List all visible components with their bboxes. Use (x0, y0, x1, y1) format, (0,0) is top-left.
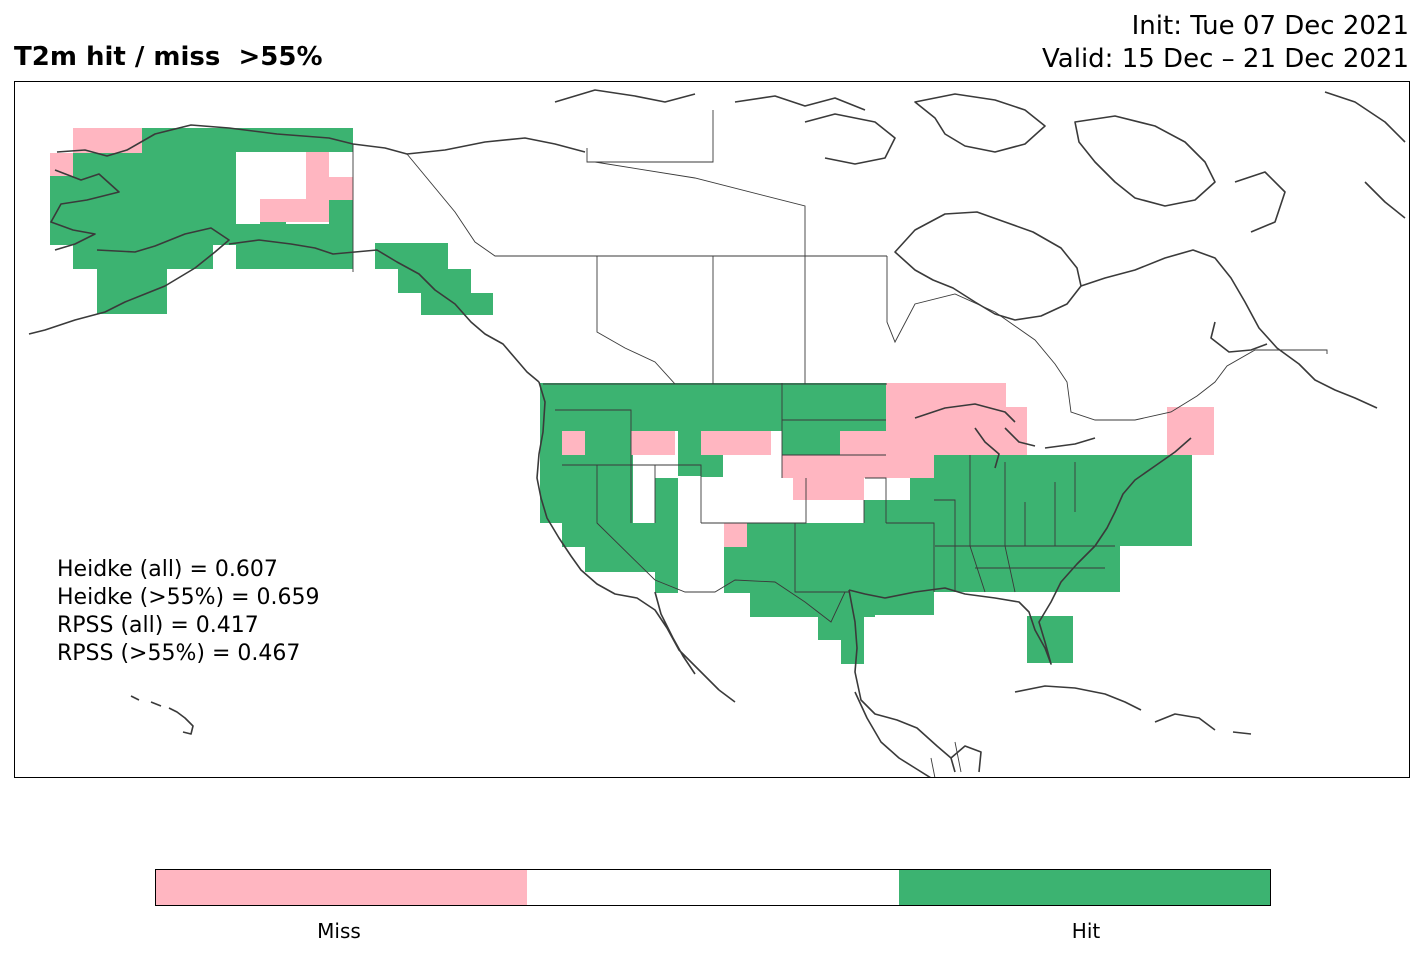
miss-cell (306, 152, 329, 177)
hit-cell (782, 431, 840, 455)
miss-cell (631, 431, 675, 455)
hit-cell (421, 293, 493, 315)
neutral-cell (236, 199, 260, 224)
map-canvas (28, 89, 1406, 777)
hudson-bay (894, 211, 1082, 321)
heidke-55-score: Heidke (>55%) = 0.659 (57, 585, 320, 610)
heidke-all-score: Heidke (all) = 0.607 (57, 557, 278, 582)
colorbar-hit (898, 870, 1270, 905)
neutral-cell (329, 152, 353, 177)
hit-cell (678, 431, 701, 476)
hawaii (130, 695, 194, 735)
great-lakes (914, 403, 1096, 469)
hit-cell (701, 455, 723, 477)
arctic-islands (554, 89, 1406, 233)
valid-period: Valid: 15 Dec – 21 Dec 2021 (1042, 44, 1409, 74)
hit-cell (910, 478, 934, 500)
hit-cell (540, 431, 633, 523)
borders (352, 110, 1328, 777)
colorbar-miss (156, 870, 528, 905)
central-america (854, 691, 982, 777)
hit-cell (236, 224, 329, 269)
hit-cell (934, 455, 1192, 546)
miss-cell (724, 523, 747, 547)
forecast-dates: Init: Tue 07 Dec 2021 Valid: 15 Dec – 21… (1042, 10, 1409, 76)
hit-cell (585, 547, 655, 572)
hit-cell (724, 523, 886, 593)
guatemala-border (930, 741, 962, 777)
neutral-cell (724, 455, 771, 478)
map-panel (14, 81, 1410, 778)
gulf-coast (718, 437, 1192, 773)
miss-cell (701, 431, 771, 455)
neutral-cell (678, 478, 793, 523)
miss-cell (840, 431, 886, 455)
neutral-cell (236, 152, 306, 199)
init-date: Init: Tue 07 Dec 2021 (1131, 11, 1409, 41)
miss-cell (782, 455, 910, 478)
hit-cell (841, 640, 864, 664)
neutral-cells (236, 152, 864, 569)
colorbar-label-hit: Hit (1071, 919, 1101, 943)
coastlines (28, 89, 1406, 777)
hit-cell (1027, 616, 1073, 663)
hit-cell (864, 500, 934, 615)
hit-cell (818, 617, 864, 640)
hit-cell (142, 128, 353, 153)
hit-cell (329, 199, 353, 269)
miss-cell (793, 478, 864, 500)
caribbean (1014, 685, 1252, 735)
rpss-all-score: RPSS (all) = 0.417 (57, 613, 259, 638)
canada-us-border (352, 144, 887, 272)
hit-cell (750, 593, 875, 617)
alaska-coast (28, 124, 586, 383)
miss-cell (1006, 407, 1027, 455)
miss-cell (910, 455, 934, 478)
hit-cell (562, 523, 655, 547)
colorbar-neutral (527, 870, 899, 905)
hit-cells (50, 128, 1192, 664)
neutral-cell (806, 500, 864, 523)
province-lines (586, 110, 1328, 421)
hit-cell (97, 269, 167, 314)
miss-cell (562, 431, 585, 455)
state-lines (555, 383, 1115, 593)
hit-cell (73, 245, 213, 269)
map-title: T2m hit / miss >55% (14, 42, 323, 72)
miss-cell (1167, 407, 1214, 455)
hit-cell (540, 383, 886, 431)
colorbar (155, 869, 1271, 906)
hit-cell (934, 546, 1120, 592)
hit-cell (655, 478, 678, 593)
mexico-border (654, 579, 846, 623)
miss-cell (260, 199, 329, 222)
colorbar-label-miss: Miss (317, 919, 361, 943)
neutral-cell (678, 523, 724, 569)
miss-cell (73, 128, 142, 153)
labrador-coast (1080, 249, 1378, 409)
west-coast (536, 381, 720, 691)
skill-scores: Heidke (all) = 0.607 Heidke (>55%) = 0.6… (57, 556, 320, 668)
rpss-55-score: RPSS (>55%) = 0.467 (57, 641, 301, 666)
